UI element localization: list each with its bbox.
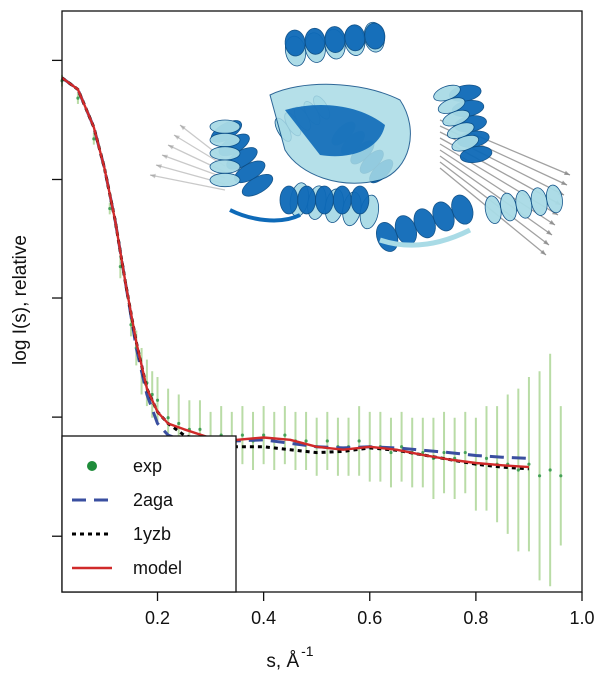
legend-label: exp [133,456,162,476]
exp-point [325,439,329,443]
legend-exp-marker [87,461,97,471]
arrow-head [549,220,555,225]
legend: exp 2aga 1yzb model [61,435,237,593]
legend-label: 2aga [133,490,174,510]
exp-point [108,206,112,211]
exp-point [92,137,96,141]
displacement-arrow [161,154,226,179]
helix-ribbon [484,184,563,224]
helix-ribbon [209,119,241,188]
y-axis-title: log I(s), relative [10,235,31,365]
arrow-head [564,170,570,175]
exp-point [357,439,361,443]
x-tick-label: 0.4 [251,608,276,628]
helix-ribbon [284,22,386,57]
exp-point [442,450,446,455]
x-tick-label: 1.0 [569,608,594,628]
y-axis [52,59,62,537]
exp-point [262,433,266,437]
x-axis: 0.2 0.4 0.6 0.8 1.0 [145,592,595,628]
x-axis-title: s, Å -1 [266,643,313,672]
exp-point [240,433,245,437]
arrow-head [150,173,156,179]
exp-point [484,456,489,460]
exp-point [421,450,425,455]
exp-point [283,433,287,437]
legend-label: model [133,558,182,578]
exp-point [516,468,520,472]
helix-ribbon [279,185,370,215]
exp-point [527,462,531,466]
exp-point [463,450,467,455]
exp-point [177,421,181,426]
protein-structure-inset [149,21,571,256]
arrow-head [543,239,549,245]
arrow-head [156,164,162,169]
arrow-head [180,125,186,131]
arrow-head [168,145,174,150]
exp-point [155,398,160,402]
exp-point [198,427,202,431]
exp-point [150,392,154,397]
loop-ribbon [379,227,472,248]
displacement-arrow [149,174,226,191]
exp-point [166,416,170,420]
exp-point [548,468,552,472]
x-tick-label: 0.2 [145,608,170,628]
helix-ribbon [433,84,480,152]
exp-point [559,474,563,478]
arrow-head [561,180,567,185]
arrow-head [162,154,168,160]
arrow-head [546,229,552,235]
loop-ribbon [229,208,301,223]
exp-point [389,450,393,455]
x-tick-label: 0.8 [463,608,488,628]
x-tick-label: 0.6 [357,608,382,628]
plot-frame [61,10,583,593]
exp-point [76,96,80,100]
series-line-2aga [61,76,529,460]
exp-point [304,439,308,443]
beta-sheet-ribbon [285,105,385,157]
displacement-arrow [439,155,553,236]
exp-point [537,474,542,478]
arrow-head [540,249,546,255]
legend-label: 1yzb [133,524,171,544]
arrow-head [174,135,180,140]
